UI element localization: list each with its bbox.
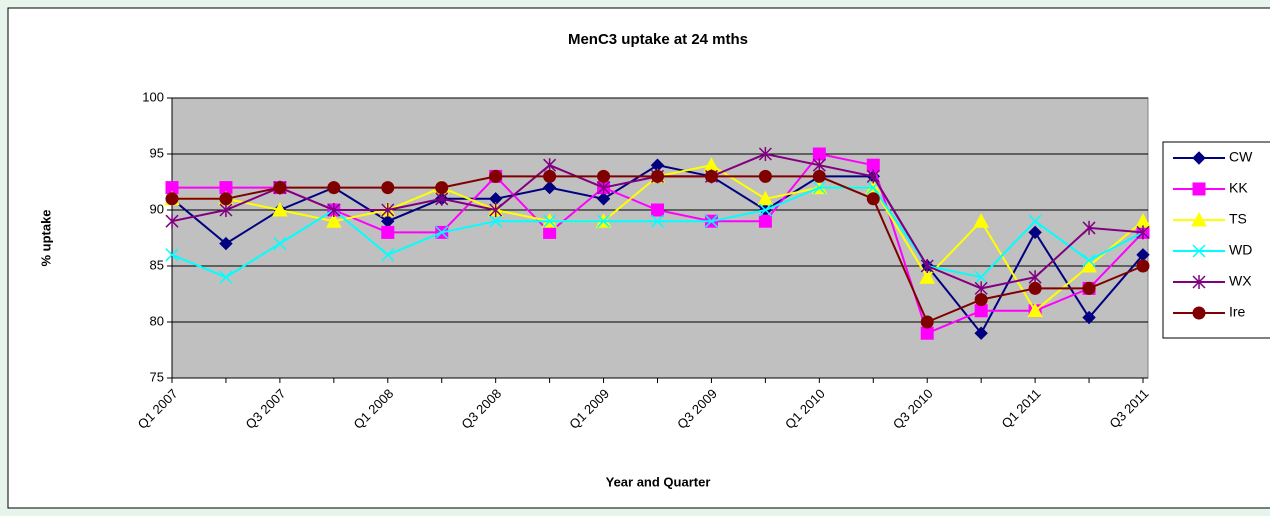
legend-box [1162, 141, 1270, 339]
data-point [543, 225, 557, 239]
data-point [920, 315, 934, 329]
y-tick-label: 85 [150, 257, 164, 272]
data-point [597, 169, 611, 183]
data-point [1136, 225, 1150, 240]
data-point [920, 259, 934, 273]
data-point [1082, 310, 1096, 325]
data-point [381, 248, 395, 262]
data-point [1027, 302, 1043, 318]
legend: CW KK TS WD WX Ire [1162, 141, 1270, 339]
legend-marker [1192, 275, 1206, 289]
data-point [757, 190, 774, 206]
data-point [1028, 214, 1042, 228]
data-point [489, 203, 503, 217]
data-point [974, 270, 988, 284]
data-point [974, 293, 988, 307]
data-point [165, 248, 179, 262]
data-point [758, 147, 772, 161]
data-point [866, 169, 880, 184]
data-point [919, 269, 936, 284]
data-point [219, 192, 233, 206]
data-point [1082, 253, 1096, 267]
data-point [973, 213, 990, 228]
data-point [974, 304, 988, 318]
data-point [543, 214, 557, 228]
data-point [704, 169, 718, 183]
legend-label: WX [1229, 273, 1252, 289]
data-point [920, 326, 934, 340]
y-tick-label: 100 [142, 89, 164, 104]
data-point [758, 169, 772, 183]
chart-title: MenC3 uptake at 24 mths [568, 31, 748, 48]
data-point [1136, 259, 1150, 273]
legend-label: KK [1229, 180, 1248, 196]
data-point [812, 181, 826, 195]
data-point [1081, 257, 1097, 273]
data-point [542, 180, 557, 195]
data-point [489, 169, 503, 183]
data-point [543, 158, 557, 173]
data-point [273, 181, 287, 195]
data-point [272, 201, 288, 217]
data-point [1028, 225, 1042, 240]
data-point [974, 326, 988, 340]
data-point [543, 169, 557, 183]
data-point [435, 181, 449, 195]
x-axis-title: Year and Quarter [606, 474, 711, 489]
data-point [381, 181, 395, 195]
legend-marker [1192, 244, 1206, 258]
data-point [650, 214, 665, 228]
data-point [812, 158, 826, 173]
y-tick-label: 95 [150, 145, 164, 160]
data-point [597, 214, 611, 228]
y-axis-title: % uptake [38, 209, 53, 266]
data-point [812, 169, 826, 183]
data-point [758, 214, 772, 228]
legend-label: Ire [1229, 304, 1246, 320]
data-point [165, 192, 179, 206]
y-tick-label: 75 [150, 369, 164, 384]
data-point [327, 203, 341, 217]
legend-marker [1192, 182, 1206, 196]
data-point [489, 214, 503, 228]
data-point [165, 214, 179, 229]
data-point [704, 214, 718, 228]
data-point [1028, 270, 1042, 285]
data-point [597, 180, 611, 195]
legend-marker [1191, 211, 1207, 227]
data-point [219, 236, 233, 251]
data-point [1082, 220, 1096, 235]
y-tick-label: 90 [150, 201, 164, 216]
legend-marker [1192, 151, 1206, 165]
data-point [1082, 281, 1096, 295]
data-point [758, 203, 772, 217]
legend-label: TS [1229, 211, 1247, 227]
data-point [219, 203, 233, 217]
data-point [327, 181, 341, 195]
plot-area [171, 97, 1149, 379]
legend-label: CW [1229, 149, 1253, 165]
legend-marker [1192, 306, 1206, 320]
data-point [974, 281, 988, 296]
data-point [273, 237, 287, 251]
data-point [1028, 281, 1042, 295]
data-point [219, 270, 233, 284]
data-point [435, 225, 449, 239]
legend-label: WD [1229, 242, 1252, 258]
data-point [866, 192, 880, 206]
data-point [651, 169, 664, 183]
data-point [381, 203, 395, 217]
data-point [325, 213, 342, 228]
data-point [596, 192, 611, 206]
data-point [381, 225, 395, 239]
data-point [435, 191, 449, 206]
y-tick-label: 80 [150, 313, 164, 328]
data-point [651, 203, 664, 217]
